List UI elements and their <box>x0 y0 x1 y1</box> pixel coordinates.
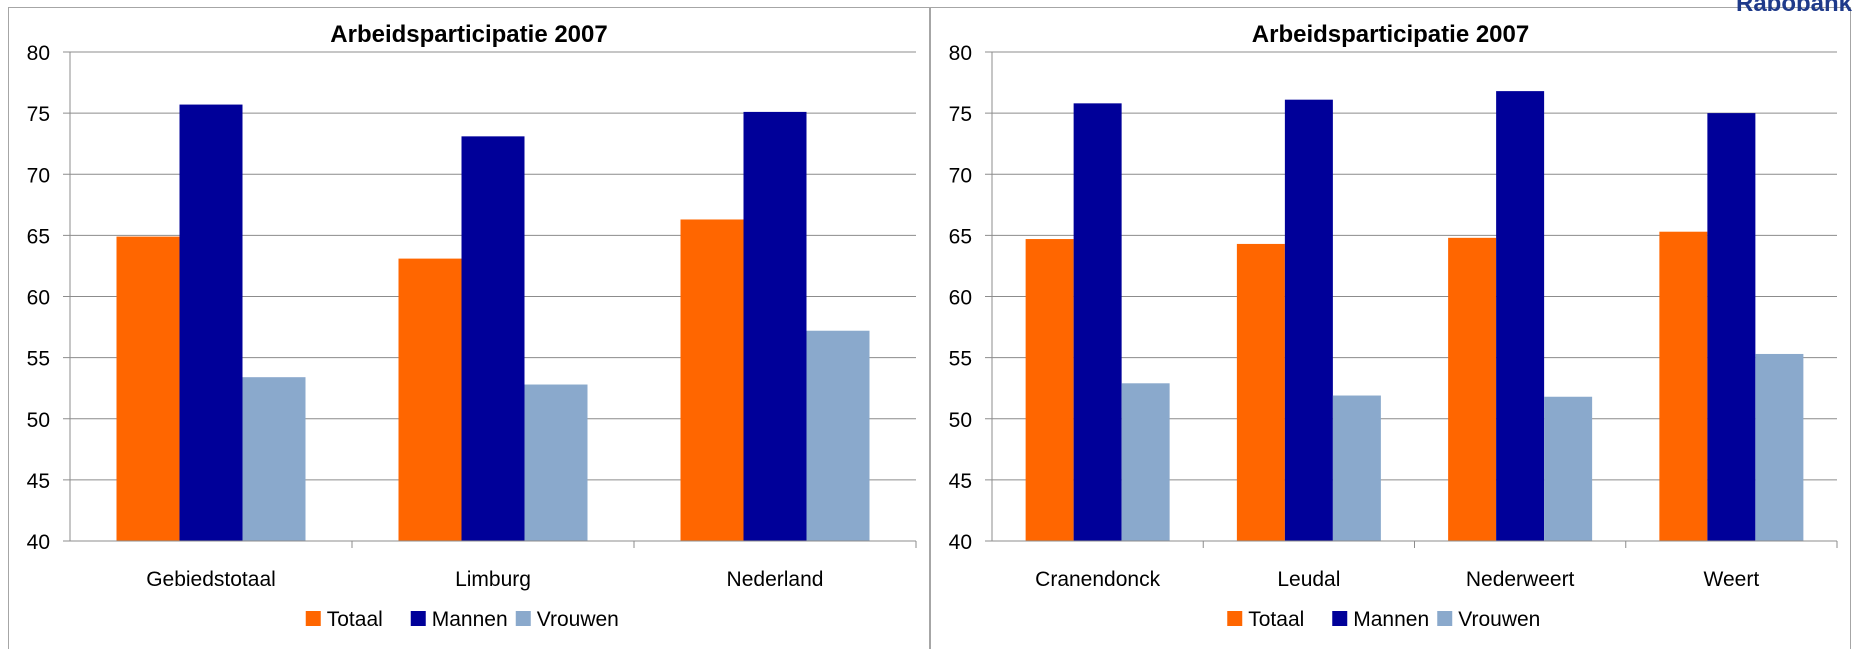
y-tick-label: 70 <box>27 164 50 187</box>
y-tick-label: 55 <box>27 348 50 371</box>
bar-totaal <box>116 236 180 541</box>
bar-totaal <box>1659 231 1708 541</box>
legend-swatch <box>515 611 531 626</box>
bar-totaal <box>1236 243 1285 541</box>
legend-swatch <box>1332 611 1348 626</box>
legend-swatch <box>410 611 426 626</box>
y-tick-label: 40 <box>949 531 972 554</box>
y-tick-label: 55 <box>949 348 972 371</box>
x-tick-label: Cranendonck <box>1035 568 1160 591</box>
y-tick-label: 65 <box>27 225 50 248</box>
y-tick-label: 65 <box>949 225 972 248</box>
legend-label: Totaal <box>1248 608 1304 631</box>
x-tick-label: Nederweert <box>1466 568 1575 591</box>
legend-label: Mannen <box>432 608 508 631</box>
bar-vrouwen <box>1544 396 1593 541</box>
y-tick-label: 60 <box>27 287 50 310</box>
y-tick-label: 45 <box>949 470 972 493</box>
bar-mannen <box>1284 99 1333 542</box>
y-tick-label: 60 <box>949 287 972 310</box>
bar-totaal <box>1448 237 1497 541</box>
legend-swatch <box>1227 611 1243 626</box>
chart-title: Arbeidsparticipatie 2007 <box>1252 21 1529 48</box>
bar-mannen <box>179 104 243 541</box>
chart-1: 40 45 50 55 60 65 70 75 80 Arbeidsparticipatie 20… <box>8 7 930 650</box>
bar-mannen <box>743 111 807 541</box>
legend-label: Totaal <box>327 608 383 631</box>
bar-vrouwen <box>1121 383 1170 541</box>
x-tick-label: Gebiedstotaal <box>146 568 276 591</box>
bar-mannen <box>1496 91 1545 542</box>
legend-swatch <box>1437 611 1453 626</box>
x-tick-label: Weert <box>1704 568 1760 591</box>
legend-label: Vrouwen <box>537 608 619 631</box>
x-tick-label: Leudal <box>1277 568 1340 591</box>
bar-vrouwen <box>1755 353 1804 541</box>
y-tick-label: 45 <box>27 470 50 493</box>
bar-mannen <box>461 136 525 542</box>
chart-2: 40 45 50 55 60 65 70 75 80 Arbeidsparticipatie 20… <box>930 7 1851 650</box>
bar-totaal <box>680 219 744 542</box>
y-tick-label: 50 <box>27 409 50 432</box>
brand-logo-text: Rabobank <box>1735 0 1852 17</box>
x-tick-label: Nederland <box>727 568 824 591</box>
bar-vrouwen <box>806 330 870 541</box>
legend-label: Vrouwen <box>1458 608 1540 631</box>
y-tick-label: 75 <box>27 103 50 126</box>
bar-vrouwen <box>242 377 306 541</box>
y-tick-label: 40 <box>27 531 50 554</box>
bar-vrouwen <box>524 384 588 541</box>
legend: Totaal Mannen Vrouwen <box>305 608 619 631</box>
bar-vrouwen <box>1332 395 1381 541</box>
x-tick-label: Limburg <box>455 568 531 591</box>
y-tick-label: 50 <box>949 409 972 432</box>
y-tick-label: 75 <box>949 103 972 126</box>
bar-totaal <box>398 258 462 541</box>
bar-totaal <box>1025 239 1074 542</box>
y-tick-label: 80 <box>949 42 972 65</box>
y-tick-label: 70 <box>949 164 972 187</box>
legend-label: Mannen <box>1353 608 1429 631</box>
legend: Totaal Mannen Vrouwen <box>1227 608 1540 631</box>
legend-swatch <box>305 611 321 626</box>
chart-title: Arbeidsparticipatie 2007 <box>330 21 607 48</box>
bar-mannen <box>1073 103 1122 541</box>
y-tick-label: 80 <box>27 42 50 65</box>
bar-mannen <box>1707 113 1756 541</box>
